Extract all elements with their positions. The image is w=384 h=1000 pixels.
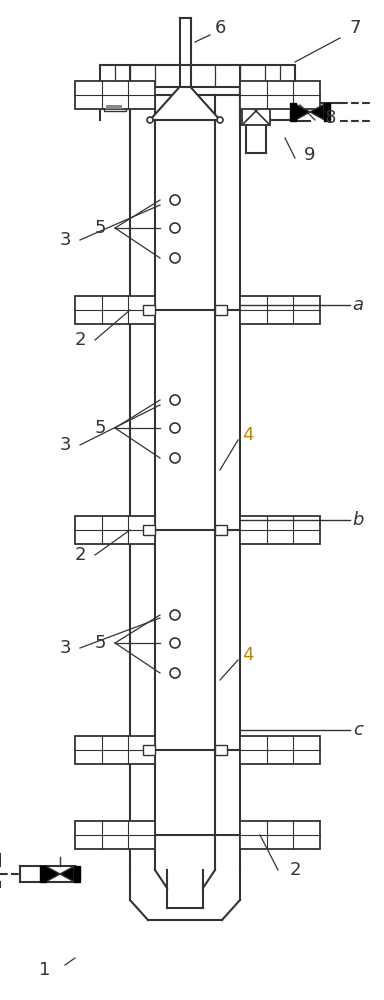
Bar (75, 81, 155, 109)
Text: 8: 8 (324, 109, 336, 127)
Text: 5: 5 (94, 419, 106, 437)
Bar (290, 103, 296, 121)
Bar (240, 516, 320, 544)
Bar (324, 103, 330, 121)
Bar (106, 105, 122, 109)
Circle shape (170, 195, 180, 205)
Circle shape (170, 253, 180, 263)
Bar (75, 821, 155, 849)
Polygon shape (150, 87, 220, 120)
Bar (75, 296, 155, 324)
Text: 3: 3 (59, 436, 71, 454)
Text: 9: 9 (304, 146, 316, 164)
Circle shape (170, 223, 180, 233)
Text: b: b (352, 511, 364, 529)
Text: a: a (353, 296, 364, 314)
Circle shape (170, 453, 180, 463)
Text: 2: 2 (74, 546, 86, 564)
Bar (74, 866, 80, 882)
Bar (143, 745, 155, 755)
Text: 2: 2 (289, 861, 301, 879)
Text: 3: 3 (59, 231, 71, 249)
Circle shape (170, 423, 180, 433)
Bar (240, 736, 320, 764)
Text: 3: 3 (59, 639, 71, 657)
Text: 4: 4 (242, 426, 254, 444)
Circle shape (170, 610, 180, 620)
Bar (215, 745, 227, 755)
Bar (215, 525, 227, 535)
Bar (240, 296, 320, 324)
Polygon shape (296, 104, 324, 120)
Circle shape (170, 638, 180, 648)
Circle shape (170, 395, 180, 405)
Polygon shape (46, 866, 74, 882)
Bar (143, 305, 155, 315)
Text: 5: 5 (94, 219, 106, 237)
Bar (104, 93, 126, 111)
Bar (143, 525, 155, 535)
Bar (75, 736, 155, 764)
Text: 1: 1 (39, 961, 51, 979)
Text: 7: 7 (349, 19, 361, 37)
Text: 2: 2 (74, 331, 86, 349)
Bar (40, 866, 46, 882)
Text: 4: 4 (242, 646, 254, 664)
Bar (75, 516, 155, 544)
Bar (240, 821, 320, 849)
Circle shape (147, 117, 153, 123)
Circle shape (170, 668, 180, 678)
Circle shape (217, 117, 223, 123)
Text: 5: 5 (94, 634, 106, 652)
Bar (240, 81, 320, 109)
Bar (242, 97, 270, 125)
Text: 6: 6 (214, 19, 226, 37)
Bar (215, 305, 227, 315)
Text: c: c (353, 721, 363, 739)
